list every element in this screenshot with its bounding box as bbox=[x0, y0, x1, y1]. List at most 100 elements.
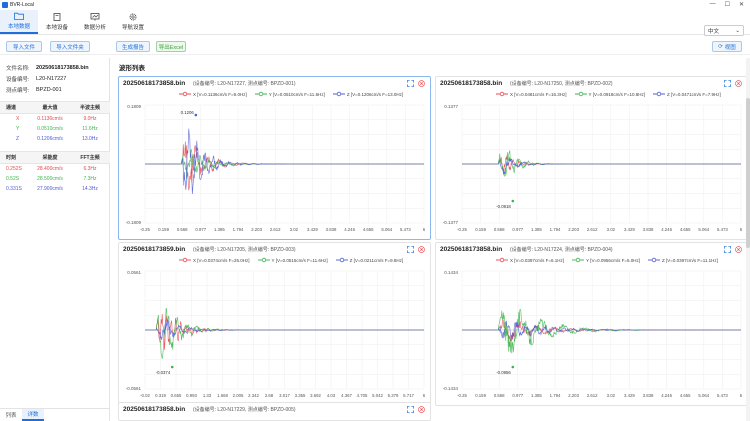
legend-item-x[interactable]: X [V=0.1136cm/s F=9.0Hz] bbox=[179, 91, 247, 97]
x-tick-label: 0.568 bbox=[494, 393, 505, 398]
waveform-chart[interactable]: 0.1377 -0.1377 -0.25 0.159 0.568 0.977 1.385 1.… bbox=[436, 99, 748, 235]
expand-icon[interactable] bbox=[407, 406, 414, 413]
legend-label: Y [V=0.0510cm/s F=11.6Hz] bbox=[268, 91, 325, 97]
point-value: BPZD-001 bbox=[36, 86, 62, 93]
close-icon[interactable] bbox=[735, 80, 742, 87]
legend-marker bbox=[496, 257, 508, 263]
table-row: X 0.1136cm/s 9.0Hz bbox=[0, 114, 110, 124]
point-row: 测点编号: BPZD-001 bbox=[0, 84, 109, 95]
legend-marker bbox=[574, 91, 587, 97]
x-tick-label: 6 bbox=[740, 393, 743, 398]
x-tick-label: -0.25 bbox=[457, 227, 467, 232]
nav-settings[interactable]: 导航设置 bbox=[114, 10, 152, 34]
nav-data-analysis[interactable]: 数据分析 bbox=[76, 10, 114, 34]
wave-z bbox=[462, 157, 741, 174]
legend-item-x[interactable]: X [V=0.0397cm/s F=6.1Hz] bbox=[496, 257, 564, 263]
wave-z bbox=[462, 320, 741, 341]
legend-label: Z [V=0.0471cm/s F=7.9Hz] bbox=[666, 91, 721, 97]
x-tick-label: 6 bbox=[423, 393, 426, 398]
x-tick-label: 1.794 bbox=[233, 227, 244, 232]
x-tick-label: 5.064 bbox=[698, 227, 709, 232]
col-header: 最大值 bbox=[42, 105, 58, 111]
legend-item-x[interactable]: X [V=0.0481cm/s F=16.3Hz] bbox=[496, 91, 567, 97]
x-tick-label: -0.02 bbox=[140, 393, 150, 398]
point-label: 测点编号: bbox=[6, 87, 30, 94]
import-folder-button[interactable]: 导入文件夹 bbox=[50, 41, 90, 52]
close-button[interactable]: ✕ bbox=[738, 2, 744, 8]
waveform-card[interactable]: 20250618173858.bin (设备编号: L20-N17250, 测点… bbox=[435, 76, 748, 240]
nav-local-data[interactable]: 本地数据 bbox=[0, 10, 38, 34]
close-icon[interactable] bbox=[418, 80, 425, 87]
close-icon[interactable] bbox=[735, 246, 742, 253]
waveform-chart[interactable]: 0.1434 -0.1434 -0.25 0.159 0.568 0.977 1.385 1.… bbox=[436, 265, 748, 401]
velocity-cell: 27.900cm/s bbox=[37, 186, 63, 192]
card-subtitle: (设备编号: L20-N17229, 测点编号: BPZD-005) bbox=[192, 407, 296, 413]
waveform-card[interactable]: 20250618173858.bin (设备编号: L20-N17229, 测点… bbox=[118, 402, 431, 421]
velocity-cell: 28.400cm/s bbox=[37, 166, 63, 172]
scroll-thumb[interactable] bbox=[746, 98, 750, 248]
x-tick-label: 4.367 bbox=[341, 393, 352, 398]
sidebar: 文件名称: 20250618173858.bin 设备编号: L20-N1722… bbox=[0, 58, 110, 421]
maximize-button[interactable]: ☐ bbox=[724, 2, 730, 8]
expand-icon[interactable] bbox=[724, 80, 731, 87]
legend-item-y[interactable]: Y [V=0.0956cm/s F=5.0Hz] bbox=[572, 257, 640, 263]
waveform-card[interactable]: 20250618173859.bin (设备编号: L20-N17205, 测点… bbox=[118, 242, 431, 406]
scrollbar[interactable] bbox=[746, 58, 750, 421]
nav-label: 本地设备 bbox=[45, 25, 68, 31]
tab-list[interactable]: 列表 bbox=[5, 413, 17, 419]
col-header: FFT主频 bbox=[80, 155, 100, 161]
table-row: Z 0.1206cm/s 13.0Hz bbox=[0, 134, 110, 144]
x-tick-label: 5.042 bbox=[372, 393, 383, 398]
waveform-chart[interactable]: 0.0561 -0.0561 -0.02 0.319 0.655 0.993 1.33 1.6… bbox=[119, 265, 431, 401]
card-subtitle: (设备编号: L20-N17250, 测点编号: BPZD-002) bbox=[509, 81, 613, 87]
legend-label: Z [V=0.0211cm/s F=9.8Hz] bbox=[349, 257, 404, 263]
wave-z bbox=[145, 319, 424, 341]
card-subtitle: (设备编号: L20-N17227, 测点编号: BPZD-001) bbox=[192, 81, 296, 87]
legend-item-z[interactable]: Z [V=0.0211cm/s F=9.8Hz] bbox=[335, 257, 404, 263]
fft-freq-cell: 6.3Hz bbox=[83, 166, 97, 172]
wave-y bbox=[462, 308, 742, 354]
export-excel-button[interactable]: 导出Excel bbox=[156, 41, 186, 52]
x-tick-label: 4.246 bbox=[661, 227, 672, 232]
x-tick-label: 3.838 bbox=[643, 227, 654, 232]
chart-legend: X [V=0.0397cm/s F=6.1Hz] Y [V=0.0956cm/s … bbox=[496, 257, 718, 263]
peak-marker bbox=[170, 365, 174, 369]
language-select[interactable]: 中文 ⌄ bbox=[704, 25, 744, 36]
generate-report-button[interactable]: 生成报告 bbox=[116, 41, 150, 52]
legend-item-z[interactable]: Z [V=0.0397cm/s F=11.1Hz] bbox=[647, 257, 718, 263]
import-file-button[interactable]: 导入文件 bbox=[6, 41, 42, 52]
minimize-button[interactable]: — bbox=[709, 1, 716, 7]
view-button[interactable]: ⟳ 视图 bbox=[712, 41, 742, 52]
x-tick-label: 1.794 bbox=[550, 227, 561, 232]
col-header: 采能度 bbox=[42, 155, 58, 161]
x-tick-label: 0.977 bbox=[512, 393, 523, 398]
freq-cell: 13.0Hz bbox=[82, 136, 98, 142]
x-tick-label: 2.612 bbox=[587, 227, 598, 232]
time-cell: 0.52S bbox=[6, 176, 20, 182]
tab-detail[interactable]: 详数 bbox=[22, 409, 44, 421]
legend-item-y[interactable]: Y [V=0.0918cm/s F=10.8Hz] bbox=[574, 91, 645, 97]
expand-icon[interactable] bbox=[407, 246, 414, 253]
close-icon[interactable] bbox=[418, 406, 425, 413]
waveform-card[interactable]: 20250618173858.bin (设备编号: L20-N17224, 测点… bbox=[435, 242, 748, 406]
x-tick-label: 6 bbox=[740, 227, 743, 232]
expand-icon[interactable] bbox=[407, 80, 414, 87]
nav-local-device[interactable]: 本地设备 bbox=[38, 10, 76, 34]
x-tick-label: 3.838 bbox=[643, 393, 654, 398]
legend-item-y[interactable]: Y [V=0.0510cm/s F=11.6Hz] bbox=[254, 91, 325, 97]
x-tick-label: 3.02 bbox=[290, 227, 299, 232]
expand-icon[interactable] bbox=[724, 246, 731, 253]
close-icon[interactable] bbox=[418, 246, 425, 253]
legend-item-z[interactable]: Z [V=0.0471cm/s F=7.9Hz] bbox=[652, 91, 721, 97]
legend-item-z[interactable]: Z [V=0.1206cm/s F=13.0Hz] bbox=[332, 91, 403, 97]
waveform-card[interactable]: 20250618173858.bin (设备编号: L20-N17227, 测点… bbox=[118, 76, 431, 240]
waveform-chart[interactable]: 0.1809 -0.1809 -0.25 0.159 0.568 0.977 1.385 1.… bbox=[119, 99, 431, 235]
legend-item-x[interactable]: X [V=0.0374cm/s F=25.0Hz] bbox=[179, 257, 250, 263]
freq-cell: 9.0Hz bbox=[83, 116, 97, 122]
peak-marker bbox=[511, 365, 515, 369]
legend-label: X [V=0.1136cm/s F=9.0Hz] bbox=[193, 91, 247, 97]
legend-item-y[interactable]: Y [V=0.0515cm/s F=11.6Hz] bbox=[257, 257, 328, 263]
fft-freq-cell: 7.3Hz bbox=[83, 176, 97, 182]
x-tick-label: 5.473 bbox=[400, 227, 411, 232]
x-tick-label: 1.385 bbox=[214, 227, 225, 232]
